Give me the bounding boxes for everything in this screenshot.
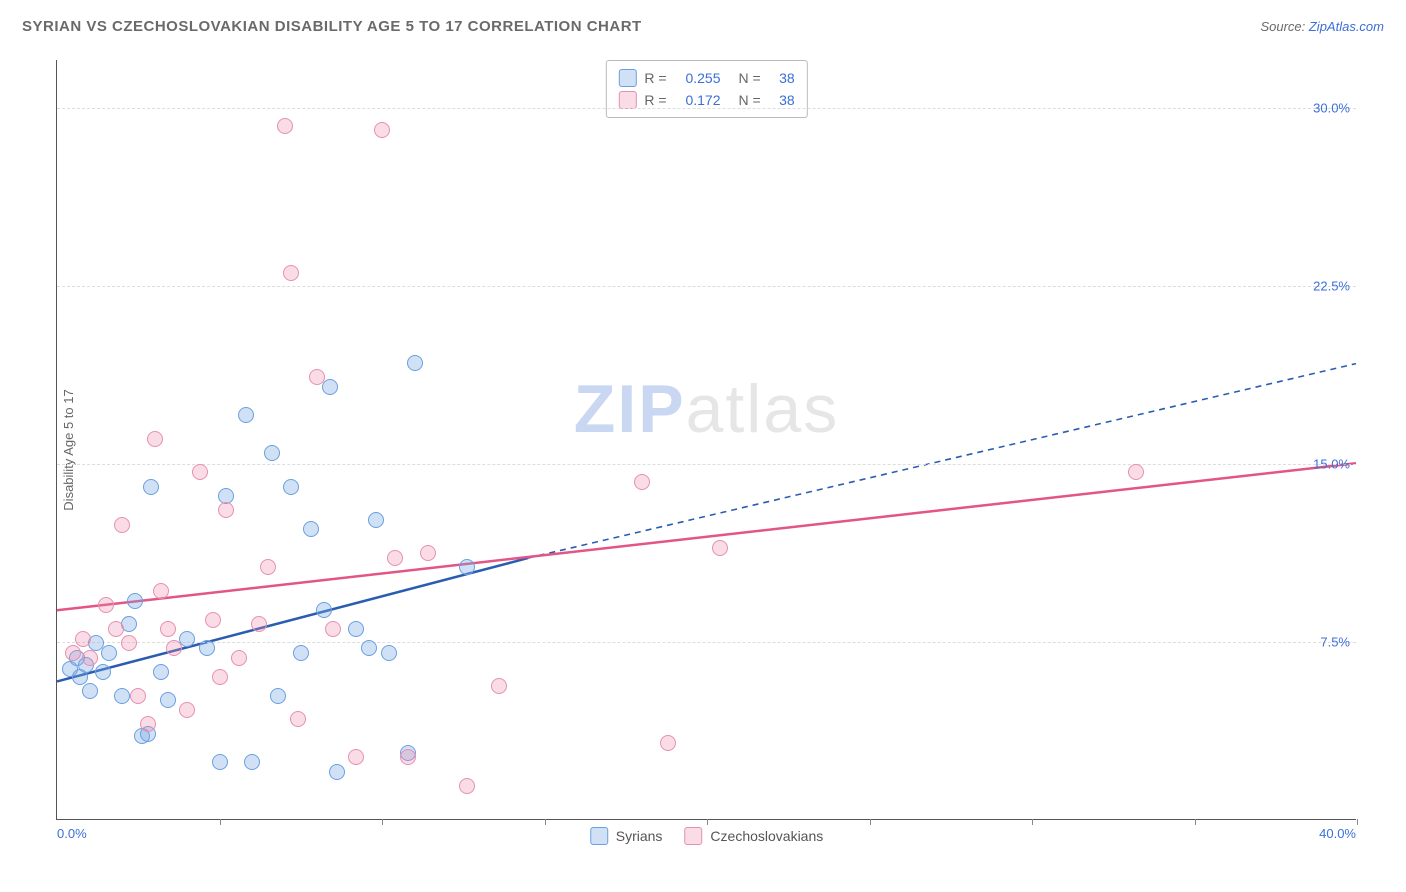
data-point bbox=[270, 688, 286, 704]
data-point bbox=[75, 631, 91, 647]
data-point bbox=[387, 550, 403, 566]
data-point bbox=[143, 479, 159, 495]
data-point bbox=[251, 616, 267, 632]
data-point bbox=[316, 602, 332, 618]
gridline bbox=[57, 108, 1356, 109]
data-point bbox=[459, 778, 475, 794]
source-label: Source: ZipAtlas.com bbox=[1260, 19, 1384, 34]
legend-item-czech: Czechoslovakians bbox=[684, 827, 823, 845]
stats-row-syrians: R = 0.255 N = 38 bbox=[618, 67, 794, 89]
data-point bbox=[121, 635, 137, 651]
data-point bbox=[82, 683, 98, 699]
data-point bbox=[192, 464, 208, 480]
swatch-czech bbox=[684, 827, 702, 845]
x-axis-max-label: 40.0% bbox=[1319, 826, 1356, 841]
data-point bbox=[153, 664, 169, 680]
data-point bbox=[160, 621, 176, 637]
data-point bbox=[400, 749, 416, 765]
data-point bbox=[381, 645, 397, 661]
data-point bbox=[127, 593, 143, 609]
x-tick bbox=[870, 819, 871, 825]
data-point bbox=[238, 407, 254, 423]
x-tick bbox=[382, 819, 383, 825]
data-point bbox=[98, 597, 114, 613]
data-point bbox=[660, 735, 676, 751]
data-point bbox=[368, 512, 384, 528]
data-point bbox=[130, 688, 146, 704]
x-axis-min-label: 0.0% bbox=[57, 826, 87, 841]
data-point bbox=[309, 369, 325, 385]
data-point bbox=[140, 716, 156, 732]
swatch-syrians bbox=[618, 69, 636, 87]
data-point bbox=[634, 474, 650, 490]
x-tick bbox=[1195, 819, 1196, 825]
data-point bbox=[212, 754, 228, 770]
chart-title: SYRIAN VS CZECHOSLOVAKIAN DISABILITY AGE… bbox=[22, 18, 642, 35]
gridline bbox=[57, 464, 1356, 465]
data-point bbox=[1128, 464, 1144, 480]
x-tick bbox=[220, 819, 221, 825]
data-point bbox=[114, 688, 130, 704]
x-tick bbox=[1032, 819, 1033, 825]
header-row: SYRIAN VS CZECHOSLOVAKIAN DISABILITY AGE… bbox=[22, 18, 1384, 35]
x-tick bbox=[707, 819, 708, 825]
data-point bbox=[322, 379, 338, 395]
data-point bbox=[264, 445, 280, 461]
source-link[interactable]: ZipAtlas.com bbox=[1309, 19, 1384, 34]
data-point bbox=[361, 640, 377, 656]
data-point bbox=[231, 650, 247, 666]
data-point bbox=[290, 711, 306, 727]
data-point bbox=[199, 640, 215, 656]
data-point bbox=[260, 559, 276, 575]
legend-item-syrians: Syrians bbox=[590, 827, 663, 845]
data-point bbox=[95, 664, 111, 680]
data-point bbox=[325, 621, 341, 637]
data-point bbox=[82, 650, 98, 666]
trend-lines-svg bbox=[57, 60, 1356, 819]
data-point bbox=[420, 545, 436, 561]
data-point bbox=[65, 645, 81, 661]
data-point bbox=[329, 764, 345, 780]
swatch-czech bbox=[618, 91, 636, 109]
data-point bbox=[114, 517, 130, 533]
data-point bbox=[205, 612, 221, 628]
data-point bbox=[491, 678, 507, 694]
data-point bbox=[459, 559, 475, 575]
data-point bbox=[712, 540, 728, 556]
data-point bbox=[407, 355, 423, 371]
data-point bbox=[218, 502, 234, 518]
data-point bbox=[283, 479, 299, 495]
gridline bbox=[57, 642, 1356, 643]
data-point bbox=[293, 645, 309, 661]
data-point bbox=[212, 669, 228, 685]
data-point bbox=[303, 521, 319, 537]
data-point bbox=[160, 692, 176, 708]
data-point bbox=[179, 702, 195, 718]
data-point bbox=[147, 431, 163, 447]
data-point bbox=[244, 754, 260, 770]
data-point bbox=[283, 265, 299, 281]
data-point bbox=[348, 749, 364, 765]
gridline bbox=[57, 286, 1356, 287]
data-point bbox=[101, 645, 117, 661]
data-point bbox=[277, 118, 293, 134]
chart-area: Disability Age 5 to 17 ZIPatlas R = 0.25… bbox=[44, 60, 1384, 840]
data-point bbox=[166, 640, 182, 656]
plot-area: ZIPatlas R = 0.255 N = 38 R = 0.172 N = … bbox=[56, 60, 1356, 820]
watermark: ZIPatlas bbox=[574, 370, 839, 448]
data-point bbox=[374, 122, 390, 138]
data-point bbox=[348, 621, 364, 637]
data-point bbox=[153, 583, 169, 599]
chart-container: SYRIAN VS CZECHOSLOVAKIAN DISABILITY AGE… bbox=[0, 0, 1406, 892]
x-tick bbox=[545, 819, 546, 825]
series-legend: Syrians Czechoslovakians bbox=[590, 827, 824, 845]
swatch-syrians bbox=[590, 827, 608, 845]
x-tick bbox=[1357, 819, 1358, 825]
stats-legend: R = 0.255 N = 38 R = 0.172 N = 38 bbox=[605, 60, 807, 118]
data-point bbox=[108, 621, 124, 637]
